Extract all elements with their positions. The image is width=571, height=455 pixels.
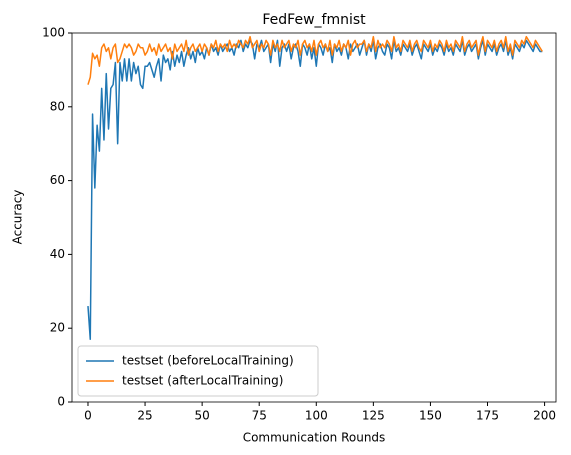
legend-label: testset (afterLocalTraining) <box>122 374 283 388</box>
y-tick-label: 40 <box>50 247 65 261</box>
plot-frame <box>71 32 557 403</box>
legend-box <box>77 345 319 397</box>
series-line <box>87 39 543 341</box>
x-tick-label: 75 <box>252 409 267 423</box>
x-tick-label: 125 <box>362 409 385 423</box>
y-tick-label: 20 <box>50 321 65 335</box>
x-tick-label: 25 <box>137 409 152 423</box>
series-line <box>87 35 543 85</box>
x-tick-label: 200 <box>533 409 556 423</box>
x-tick-label: 150 <box>419 409 442 423</box>
y-tick-label: 0 <box>57 395 65 409</box>
y-tick-label: 100 <box>42 26 65 40</box>
x-tick-label: 100 <box>305 409 328 423</box>
chart-title: FedFew_fmnist <box>262 12 366 28</box>
y-tick-label: 60 <box>50 173 65 187</box>
x-axis-label: Communication Rounds <box>243 431 386 445</box>
y-tick-label: 80 <box>50 99 65 113</box>
x-tick-label: 175 <box>476 409 499 423</box>
x-tick-label: 0 <box>84 409 92 423</box>
y-axis-label: Accuracy <box>11 190 25 245</box>
legend-label: testset (beforeLocalTraining) <box>122 354 294 368</box>
x-tick-label: 50 <box>194 409 209 423</box>
